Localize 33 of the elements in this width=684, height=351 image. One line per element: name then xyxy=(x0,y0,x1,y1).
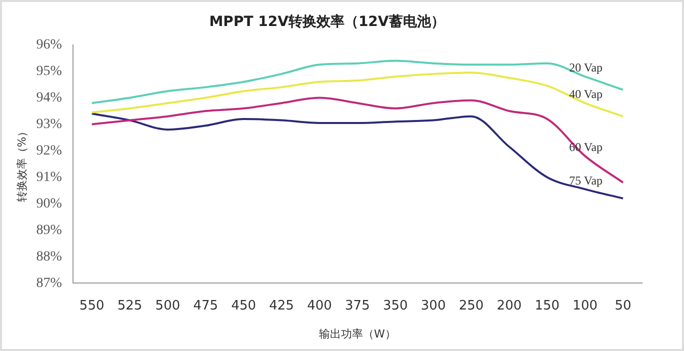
y-tick-label: 90% xyxy=(36,196,62,212)
y-tick-label: 91% xyxy=(36,170,62,185)
y-tick-label: 95% xyxy=(36,64,62,79)
x-tick-label: 150 xyxy=(534,298,560,314)
line-series xyxy=(90,112,624,200)
x-tick-label: 350 xyxy=(382,298,408,314)
line-series xyxy=(90,60,624,104)
x-tick-label: 100 xyxy=(572,298,598,314)
y-tick-label: 92% xyxy=(36,143,62,158)
series-label: 75 Vap xyxy=(569,173,603,188)
y-tick-label: 87% xyxy=(36,276,62,291)
chart-title: MPPT 12V转换效率（12V蓄电池） xyxy=(209,13,445,30)
x-tick-label: 450 xyxy=(231,298,256,314)
y-tick-label: 88% xyxy=(36,249,62,264)
series-label: 40 Vap xyxy=(569,87,603,102)
y-tick-label: 89% xyxy=(36,222,62,238)
x-tick-label: 500 xyxy=(155,298,180,314)
x-tick-label: 550 xyxy=(79,298,104,314)
x-tick-label: 200 xyxy=(496,298,522,314)
y-tick-label: 93% xyxy=(36,116,62,132)
x-tick-label: 400 xyxy=(307,298,332,314)
x-axis-title: 输出功率（W） xyxy=(318,327,396,340)
x-tick-label: 525 xyxy=(117,298,142,314)
y-tick-label: 96% xyxy=(36,37,62,52)
series-label: 20 Vap xyxy=(569,60,603,75)
x-tick-label: 475 xyxy=(193,298,218,314)
y-tick-label: 94% xyxy=(36,90,62,106)
x-tick-label: 375 xyxy=(345,298,370,314)
x-tick-label: 300 xyxy=(420,298,446,314)
y-axis-title: 转换效率（%） xyxy=(15,126,28,202)
x-tick-label: 250 xyxy=(458,298,484,314)
x-tick-label: 425 xyxy=(269,298,294,314)
x-tick-label: 50 xyxy=(614,298,632,314)
